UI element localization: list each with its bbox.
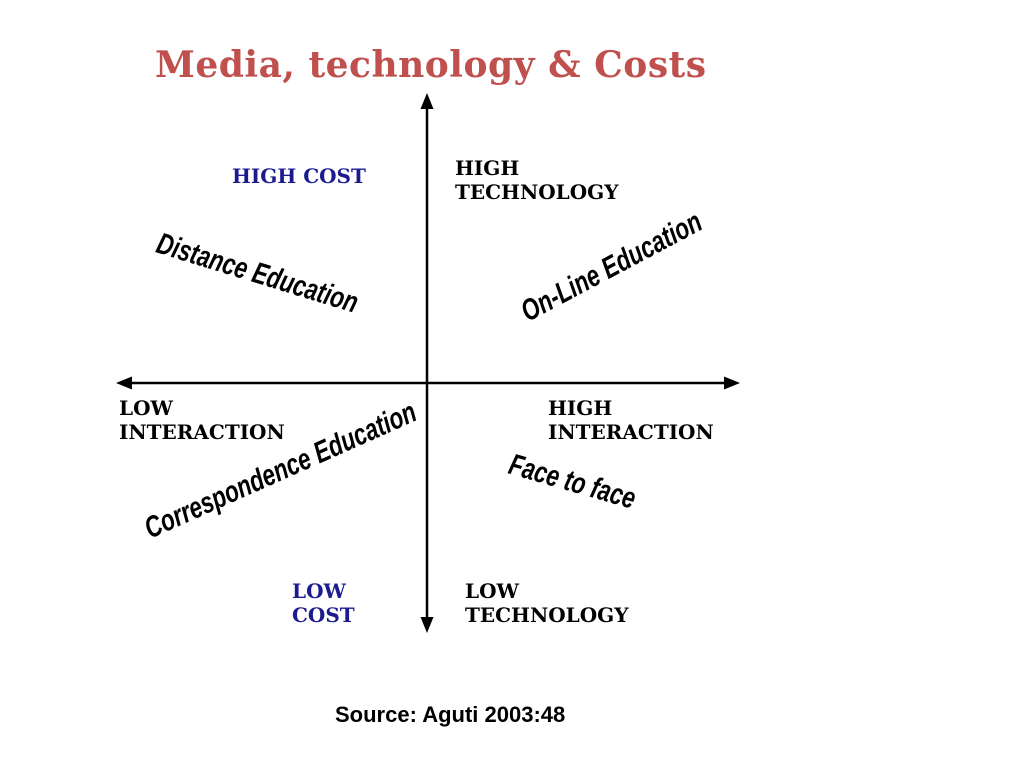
label-line: TECHNOLOGY (455, 180, 619, 204)
label-line: HIGH (548, 396, 613, 420)
slide-title: Media, technology & Costs (155, 44, 707, 86)
down-arrowhead-icon (420, 617, 434, 633)
label-line: HIGH COST (232, 164, 366, 188)
label-line: LOW (292, 579, 346, 603)
label-line: INTERACTION (548, 420, 714, 444)
label-line: LOW (465, 579, 519, 603)
label-line: COST (292, 603, 355, 627)
label-line: LOW (119, 396, 173, 420)
label-line: HIGH (455, 156, 520, 180)
label-high-interaction: HIGH INTERACTION (548, 396, 714, 444)
up-arrowhead-icon (420, 93, 434, 109)
label-low-technology: LOW TECHNOLOGY (465, 579, 629, 627)
right-arrowhead-icon (724, 376, 740, 390)
source-citation: Source: Aguti 2003:48 (335, 702, 566, 727)
label-low-cost: LOW COST (292, 579, 355, 627)
label-line: INTERACTION (119, 420, 285, 444)
label-low-interaction: LOW INTERACTION (119, 396, 285, 444)
left-arrowhead-icon (116, 376, 132, 390)
label-line: TECHNOLOGY (465, 603, 629, 627)
label-high-technology: HIGH TECHNOLOGY (455, 156, 619, 204)
label-high-cost: HIGH COST (232, 164, 366, 188)
